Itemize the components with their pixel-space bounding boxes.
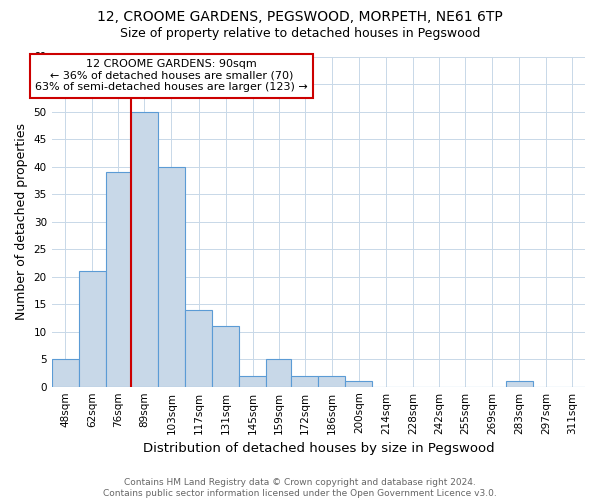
Bar (131, 112, 158, 386)
Text: Size of property relative to detached houses in Pegswood: Size of property relative to detached ho… (120, 28, 480, 40)
X-axis label: Distribution of detached houses by size in Pegswood: Distribution of detached houses by size … (143, 442, 494, 455)
Bar (266, 359, 291, 386)
Bar (212, 326, 239, 386)
Bar (79, 271, 106, 386)
Bar (106, 172, 131, 386)
Text: 12 CROOME GARDENS: 90sqm
← 36% of detached houses are smaller (70)
63% of semi-d: 12 CROOME GARDENS: 90sqm ← 36% of detach… (35, 60, 308, 92)
Bar (319, 376, 346, 386)
Bar (291, 376, 319, 386)
Y-axis label: Number of detached properties: Number of detached properties (15, 123, 28, 320)
Text: 12, CROOME GARDENS, PEGSWOOD, MORPETH, NE61 6TP: 12, CROOME GARDENS, PEGSWOOD, MORPETH, N… (97, 10, 503, 24)
Bar (158, 166, 185, 386)
Bar (185, 310, 212, 386)
Bar (239, 376, 266, 386)
Bar (506, 381, 533, 386)
Bar (346, 381, 373, 386)
Text: Contains HM Land Registry data © Crown copyright and database right 2024.
Contai: Contains HM Land Registry data © Crown c… (103, 478, 497, 498)
Bar (52, 359, 79, 386)
